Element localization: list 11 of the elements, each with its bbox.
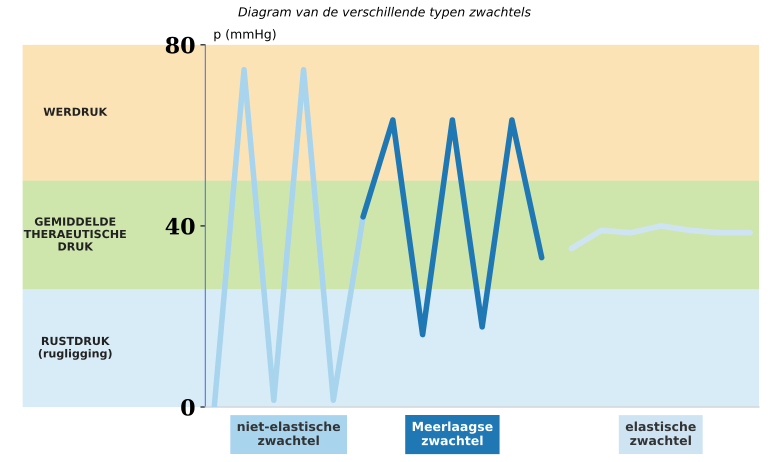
y-tick-label: 80 xyxy=(166,36,195,54)
y-tick-label: 0 xyxy=(181,398,195,416)
text: elastische zwachtel xyxy=(626,422,696,446)
band-label: WERDRUK xyxy=(44,108,108,116)
y-axis-title: p (mmHg) xyxy=(214,29,276,42)
text: Meerlaagse zwachtel xyxy=(412,422,493,446)
chart-title: Diagram van de verschillende typen zwachtels xyxy=(238,6,531,20)
series-label: niet-elastische zwachtel xyxy=(238,422,340,446)
band-label: GEMIDDELDE THERAEUTISCHE DRUK xyxy=(24,217,126,251)
y-tick-label: 40 xyxy=(166,218,195,235)
band-label: RUSTDRUK (rugligging) xyxy=(38,336,112,360)
